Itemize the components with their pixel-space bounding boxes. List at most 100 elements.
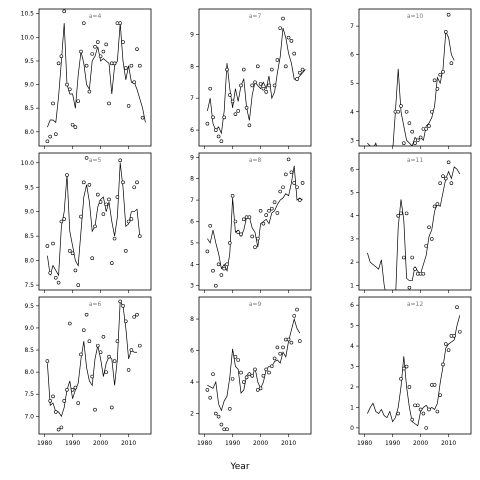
data-point: [255, 64, 260, 69]
data-point: [87, 183, 92, 187]
y-tick-label: 5: [350, 189, 354, 196]
x-tick-label: 2000: [413, 440, 428, 447]
data-point: [401, 366, 406, 371]
data-point: [115, 195, 120, 199]
data-point: [110, 405, 114, 410]
data-point: [427, 225, 431, 230]
data-point: [258, 82, 263, 86]
data-point: [278, 26, 283, 30]
data-point: [208, 223, 212, 228]
data-point: [225, 427, 229, 432]
data-point: [261, 373, 266, 378]
y-tick-label: 8.0: [24, 258, 34, 265]
x-tick-label: 2000: [93, 440, 108, 447]
data-point: [236, 109, 240, 113]
data-point: [272, 356, 277, 361]
data-point: [267, 83, 271, 88]
panel-a-9: 2 4 6 8 1980 1990 2000 2010 a=9: [190, 296, 312, 447]
data-point: [211, 268, 215, 273]
data-point: [56, 280, 61, 285]
panel-label: a=10: [407, 13, 424, 20]
data-point: [289, 170, 294, 175]
y-tick-label: 5: [190, 240, 194, 247]
y-tick-label: 9.5: [24, 184, 34, 191]
y-tick-label: 4: [350, 213, 354, 220]
data-point: [421, 271, 426, 276]
y-tick-label: 2: [350, 384, 354, 391]
y-tick-label: 7.5: [24, 282, 34, 289]
data-point: [297, 339, 302, 343]
data-point: [53, 410, 58, 414]
data-point: [45, 139, 50, 144]
data-point: [51, 394, 55, 399]
data-point: [283, 64, 288, 69]
data-point: [404, 364, 409, 369]
data-point: [255, 236, 260, 241]
panel-frame: [38, 8, 152, 147]
data-point: [56, 61, 61, 66]
data-point: [401, 141, 406, 145]
y-tick-label: 10.5: [21, 11, 35, 18]
data-point: [62, 217, 66, 221]
data-point: [429, 109, 434, 114]
data-point: [429, 237, 434, 241]
data-point: [415, 138, 420, 143]
data-point: [124, 249, 128, 253]
data-point: [87, 339, 92, 343]
data-point: [216, 134, 221, 139]
y-tick-label: 4: [190, 379, 194, 386]
panel-frame: [198, 8, 312, 147]
panel-frame: [38, 152, 152, 291]
data-point: [424, 426, 429, 430]
data-point: [410, 255, 415, 260]
data-point: [73, 268, 78, 273]
data-point: [138, 63, 142, 68]
panel-label: a=9: [249, 301, 262, 308]
data-point: [404, 211, 409, 216]
series-line: [367, 166, 461, 290]
data-point: [292, 181, 297, 185]
data-point: [132, 80, 136, 85]
panel-a-7: 6 7 8 9 a=7: [190, 8, 312, 149]
data-point: [258, 386, 263, 391]
data-point: [239, 83, 243, 88]
data-point: [208, 86, 212, 91]
data-point: [236, 358, 240, 362]
y-tick-label: 10.0: [21, 34, 35, 41]
data-point: [48, 399, 53, 403]
data-point: [275, 58, 280, 62]
data-point: [399, 376, 403, 381]
data-point: [84, 312, 89, 317]
data-point: [135, 47, 139, 51]
panel-label: a=7: [249, 13, 262, 20]
data-point: [424, 127, 429, 131]
data-point: [443, 342, 448, 346]
data-point: [281, 185, 285, 190]
panel-grid: 8.0 8.5 9.0 9.5 10.0 10.5 a=4 6 7 8 9 a=7 3 4 5 6 7 a=10 7…: [21, 8, 472, 447]
y-tick-label: 9: [190, 31, 194, 38]
data-point: [45, 244, 50, 248]
panel-a-8: 3 4 5 6 7 8 9 a=8: [190, 152, 312, 293]
data-point: [214, 128, 218, 132]
data-point: [129, 348, 134, 352]
data-point: [242, 67, 246, 72]
data-point: [126, 368, 131, 372]
y-tick-label: 1: [350, 282, 354, 289]
data-point: [233, 219, 238, 224]
data-point: [73, 385, 78, 390]
y-tick-label: 6: [190, 219, 194, 226]
data-point: [283, 172, 288, 177]
y-tick-label: 8.0: [24, 129, 34, 136]
data-point: [427, 407, 431, 412]
data-point: [124, 66, 128, 70]
data-point: [53, 275, 58, 280]
y-tick-label: 7: [190, 197, 194, 204]
data-point: [208, 395, 212, 400]
data-point: [98, 350, 103, 355]
y-tick-label: 3: [350, 236, 354, 243]
y-tick-label: 6: [190, 348, 194, 355]
data-point: [112, 359, 117, 363]
data-point: [272, 83, 277, 88]
data-point: [132, 185, 136, 190]
data-point: [418, 407, 423, 412]
